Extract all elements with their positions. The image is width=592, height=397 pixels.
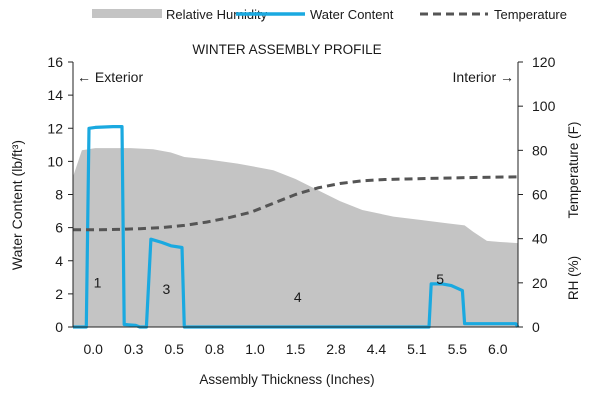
x-axis-label: Assembly Thickness (Inches) — [199, 372, 374, 387]
annotation-3: 3 — [163, 281, 171, 297]
annotation-5: 5 — [436, 271, 444, 287]
x-tick-label: 5.5 — [448, 341, 468, 357]
y-left-tick-label: 4 — [55, 253, 63, 269]
y-left-tick-label: 14 — [47, 87, 63, 103]
y-left-tick-label: 0 — [55, 319, 63, 335]
legend-label-temperature: Temperature — [494, 7, 567, 22]
y-right-tick-label: 60 — [532, 187, 548, 203]
legend-label-water-content: Water Content — [310, 7, 394, 22]
y-left-tick-label: 10 — [47, 153, 63, 169]
series-line-temperature — [73, 175, 519, 232]
x-tick-label: 5.1 — [407, 341, 427, 357]
x-tick-label: 1.5 — [286, 341, 306, 357]
y-right-tick-label: 40 — [532, 231, 548, 247]
y-left-tick-label: 2 — [55, 286, 63, 302]
y-left-tick-label: 16 — [47, 54, 63, 70]
y-left-tick-label: 8 — [55, 187, 63, 203]
x-tick-label: 6.0 — [488, 341, 508, 357]
legend: Relative Humidity Water Content Temperat… — [92, 7, 567, 22]
y-right-tick-label: 120 — [532, 54, 556, 70]
y-axis-label-left: Water Content (lb/ft³) — [9, 140, 25, 270]
annotation-1: 1 — [94, 274, 102, 290]
y-right-tick-label: 80 — [532, 142, 548, 158]
x-tick-label: 0.3 — [124, 341, 144, 357]
y-right-tick-label: 20 — [532, 275, 548, 291]
series-line-water-content — [73, 125, 520, 329]
x-tick-label: 0.5 — [164, 341, 184, 357]
x-tick-label: 4.4 — [367, 341, 387, 357]
y-axis-label-right-rh: RH (%) — [566, 256, 581, 300]
chart-title: WINTER ASSEMBLY PROFILE — [192, 42, 381, 57]
y-left-tick-label: 12 — [47, 120, 63, 136]
y-axis-label-right-temp: Temperature (F) — [566, 122, 581, 219]
legend-swatch-relative-humidity — [92, 9, 162, 18]
annotation-4: 4 — [294, 289, 302, 305]
x-tick-label: 2.8 — [326, 341, 346, 357]
x-tick-label: 0.0 — [83, 341, 103, 357]
x-tick-label: 1.0 — [245, 341, 265, 357]
annotation-interior: Interior → — [453, 69, 514, 85]
y-left-tick-label: 6 — [55, 220, 63, 236]
annotation-exterior: ← Exterior — [77, 69, 143, 85]
y-right-tick-label: 100 — [532, 98, 556, 114]
legend-label-relative-humidity: Relative Humidity — [166, 7, 268, 22]
y-right-tick-label: 0 — [532, 319, 540, 335]
x-tick-label: 0.8 — [205, 341, 225, 357]
